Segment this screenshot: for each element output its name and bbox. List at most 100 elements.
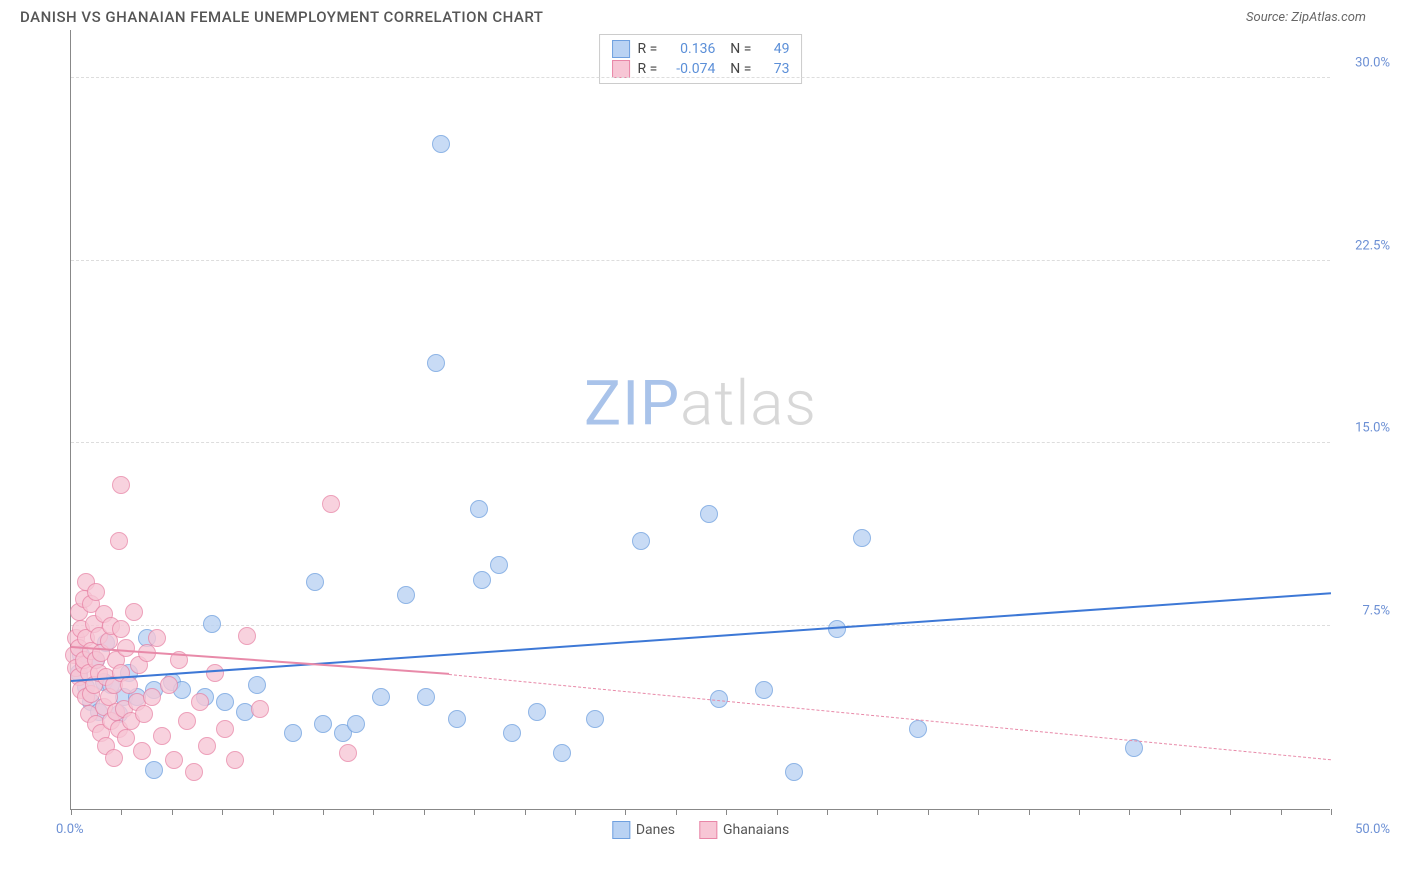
scatter-point bbox=[473, 571, 491, 589]
gridline bbox=[71, 77, 1330, 78]
scatter-point bbox=[470, 500, 488, 518]
scatter-point bbox=[432, 135, 450, 153]
scatter-point bbox=[125, 603, 143, 621]
x-tick bbox=[373, 809, 374, 815]
scatter-point bbox=[490, 556, 508, 574]
source-label: Source: ZipAtlas.com bbox=[1246, 10, 1366, 25]
scatter-point bbox=[133, 742, 151, 760]
legend-n-label: N = bbox=[723, 61, 751, 77]
scatter-point bbox=[339, 744, 357, 762]
scatter-point bbox=[112, 476, 130, 494]
x-axis-max-label: 50.0% bbox=[1335, 822, 1390, 837]
trend-line bbox=[71, 593, 1331, 683]
scatter-point bbox=[700, 505, 718, 523]
legend-r-value: -0.074 bbox=[665, 61, 715, 77]
x-tick bbox=[222, 809, 223, 815]
watermark-zip: ZIP bbox=[584, 367, 680, 440]
scatter-point bbox=[314, 715, 332, 733]
scatter-point bbox=[251, 700, 269, 718]
y-tick-label: 7.5% bbox=[1335, 604, 1390, 619]
legend-swatch bbox=[612, 60, 630, 78]
scatter-point bbox=[143, 688, 161, 706]
scatter-point bbox=[322, 495, 340, 513]
series-legend-label: Danes bbox=[636, 822, 675, 838]
x-tick bbox=[172, 809, 173, 815]
scatter-point bbox=[117, 639, 135, 657]
legend-swatch bbox=[612, 821, 630, 839]
series-legend: Danes Ghanaians bbox=[612, 821, 789, 839]
x-tick bbox=[1180, 809, 1181, 815]
x-tick bbox=[978, 809, 979, 815]
scatter-point bbox=[372, 688, 390, 706]
scatter-point bbox=[632, 532, 650, 550]
x-axis-min-label: 0.0% bbox=[56, 822, 84, 837]
scatter-point bbox=[105, 749, 123, 767]
legend-r-value: 0.136 bbox=[665, 41, 715, 57]
x-tick bbox=[726, 809, 727, 815]
scatter-point bbox=[238, 627, 256, 645]
scatter-point bbox=[397, 586, 415, 604]
scatter-point bbox=[586, 710, 604, 728]
legend-n-value: 49 bbox=[759, 41, 789, 57]
x-tick bbox=[676, 809, 677, 815]
gridline bbox=[71, 442, 1330, 443]
x-tick bbox=[1281, 809, 1282, 815]
y-tick-label: 22.5% bbox=[1335, 238, 1390, 253]
chart-title: DANISH VS GHANAIAN FEMALE UNEMPLOYMENT C… bbox=[20, 8, 543, 26]
scatter-point bbox=[216, 720, 234, 738]
scatter-point bbox=[853, 529, 871, 547]
x-tick bbox=[827, 809, 828, 815]
scatter-point bbox=[448, 710, 466, 728]
scatter-point bbox=[198, 737, 216, 755]
x-tick bbox=[625, 809, 626, 815]
scatter-point bbox=[553, 744, 571, 762]
y-tick-label: 15.0% bbox=[1335, 421, 1390, 436]
scatter-point bbox=[528, 703, 546, 721]
legend-n-label: N = bbox=[723, 41, 751, 57]
trend-line bbox=[449, 674, 1331, 760]
scatter-point bbox=[87, 583, 105, 601]
legend-swatch bbox=[612, 40, 630, 58]
legend-r-label: R = bbox=[638, 61, 658, 77]
scatter-point bbox=[153, 727, 171, 745]
scatter-point bbox=[284, 724, 302, 742]
scatter-point bbox=[347, 715, 365, 733]
y-tick-label: 30.0% bbox=[1335, 55, 1390, 70]
scatter-point bbox=[135, 705, 153, 723]
x-tick bbox=[525, 809, 526, 815]
scatter-point bbox=[185, 763, 203, 781]
legend-row: R =0.136 N =49 bbox=[612, 39, 790, 59]
watermark: ZIPatlas bbox=[584, 367, 817, 440]
scatter-point bbox=[417, 688, 435, 706]
scatter-point bbox=[203, 615, 221, 633]
gridline bbox=[71, 625, 1330, 626]
legend-n-value: 73 bbox=[759, 61, 789, 77]
x-tick bbox=[575, 809, 576, 815]
scatter-point bbox=[112, 620, 130, 638]
scatter-point bbox=[160, 676, 178, 694]
scatter-point bbox=[165, 751, 183, 769]
scatter-point bbox=[427, 354, 445, 372]
scatter-point bbox=[785, 763, 803, 781]
series-legend-item: Danes bbox=[612, 821, 675, 839]
watermark-atlas: atlas bbox=[680, 367, 817, 440]
scatter-point bbox=[178, 712, 196, 730]
scatter-point bbox=[145, 761, 163, 779]
series-legend-item: Ghanaians bbox=[699, 821, 789, 839]
legend-swatch bbox=[699, 821, 717, 839]
x-tick bbox=[1029, 809, 1030, 815]
scatter-point bbox=[306, 573, 324, 591]
x-tick bbox=[1331, 809, 1332, 815]
scatter-point bbox=[503, 724, 521, 742]
series-legend-label: Ghanaians bbox=[723, 822, 789, 838]
x-tick bbox=[928, 809, 929, 815]
scatter-point bbox=[110, 532, 128, 550]
x-tick bbox=[1230, 809, 1231, 815]
x-tick bbox=[121, 809, 122, 815]
x-tick bbox=[71, 809, 72, 815]
scatter-point bbox=[248, 676, 266, 694]
x-tick bbox=[777, 809, 778, 815]
scatter-point bbox=[148, 629, 166, 647]
scatter-point bbox=[206, 664, 224, 682]
x-tick bbox=[1129, 809, 1130, 815]
